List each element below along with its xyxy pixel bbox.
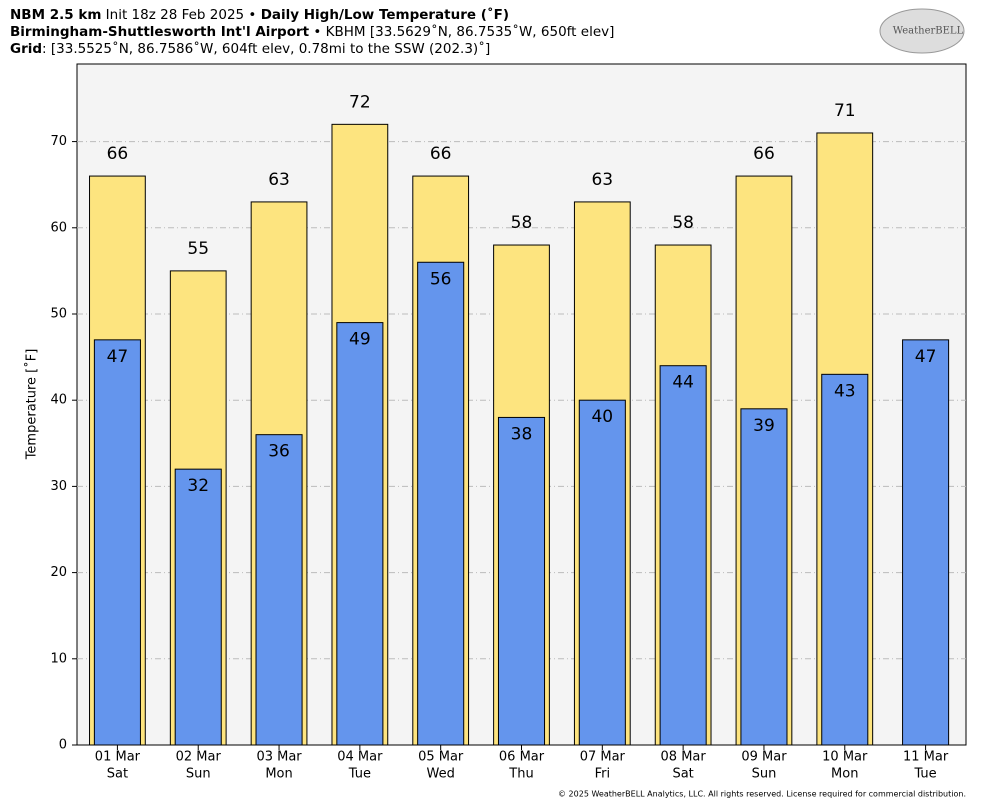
x-tick-sublabel: Mon: [831, 767, 858, 782]
x-tick-label: 07 Mar: [580, 750, 626, 765]
header-part: Init 18z 28 Feb 2025 •: [101, 7, 260, 23]
x-tick-sublabel: Wed: [427, 767, 455, 782]
header-line: Birmingham-Shuttlesworth Int'l Airport •…: [10, 23, 614, 40]
x-tick-label: 04 Mar: [337, 750, 383, 765]
bar: [497, 416, 546, 746]
value-label: 66: [107, 144, 129, 164]
x-tick-sublabel: Fri: [595, 767, 611, 782]
x-tick-label: 03 Mar: [256, 750, 302, 765]
header-line: NBM 2.5 km Init 18z 28 Feb 2025 • Daily …: [10, 6, 509, 23]
header-line: Grid: [33.5525˚N, 86.7586˚W, 604ft elev,…: [10, 40, 490, 57]
value-label: 43: [834, 381, 856, 401]
x-tick-label: 11 Mar: [903, 750, 949, 765]
value-label: 55: [187, 239, 209, 259]
x-tick-sublabel: Tue: [913, 767, 936, 782]
value-label: 38: [511, 424, 533, 444]
y-tick-label: 0: [59, 738, 67, 753]
value-label: 63: [268, 170, 290, 190]
x-tick-label: 02 Mar: [176, 750, 222, 765]
value-label: 56: [430, 269, 452, 289]
header-part: • KBHM [33.5629˚N, 86.7535˚W, 650ft elev…: [309, 23, 614, 40]
y-tick-label: 10: [50, 651, 67, 666]
x-tick-label: 06 Mar: [499, 750, 545, 765]
logo: WeatherBELL: [879, 8, 965, 54]
header-part: Daily High/Low Temperature (˚F): [261, 6, 509, 23]
value-label: 40: [591, 407, 613, 427]
logo-text: WeatherBELL: [893, 26, 964, 37]
footer: © 2025 WeatherBELL Analytics, LLC. All r…: [558, 790, 966, 799]
y-axis-label: Temperature [˚F]: [24, 349, 40, 461]
header-part: : [33.5525˚N, 86.7586˚W, 604ft elev, 0.7…: [42, 40, 490, 57]
x-tick-sublabel: Thu: [508, 767, 533, 782]
x-tick-label: 08 Mar: [661, 750, 707, 765]
bar: [578, 399, 626, 746]
value-label: 66: [430, 144, 452, 164]
x-tick-sublabel: Sun: [186, 767, 211, 782]
y-tick-label: 20: [50, 565, 67, 580]
header-part: NBM 2.5 km: [10, 7, 101, 23]
value-label: 32: [187, 476, 209, 496]
value-label: 49: [349, 330, 371, 350]
value-label: 63: [591, 170, 613, 190]
value-label: 66: [753, 144, 775, 164]
y-tick-label: 30: [50, 479, 67, 494]
header-part: Birmingham-Shuttlesworth Int'l Airport: [10, 24, 310, 40]
value-label: 58: [672, 213, 694, 233]
bar: [336, 322, 384, 746]
x-tick-sublabel: Mon: [265, 767, 292, 782]
bar: [740, 408, 788, 746]
x-tick-sublabel: Sat: [107, 767, 128, 782]
x-tick-label: 05 Mar: [418, 750, 464, 765]
value-label: 39: [753, 416, 775, 436]
x-tick-label: 09 Mar: [741, 750, 787, 765]
value-label: 71: [834, 101, 856, 121]
y-tick-label: 40: [50, 393, 67, 408]
bar: [174, 468, 222, 746]
value-label: 47: [915, 347, 937, 367]
bar: [93, 339, 141, 746]
y-tick-label: 70: [50, 134, 67, 149]
bar: [821, 373, 869, 746]
value-label: 72: [349, 92, 371, 112]
bar: [417, 261, 465, 746]
header-part: Grid: [10, 41, 42, 57]
x-tick-sublabel: Tue: [348, 767, 371, 782]
value-label: 44: [672, 373, 694, 393]
y-tick-label: 50: [50, 306, 67, 321]
value-label: 36: [268, 442, 290, 462]
value-label: 47: [107, 347, 129, 367]
bar: [255, 434, 303, 746]
x-tick-label: 01 Mar: [95, 750, 141, 765]
y-tick-label: 60: [50, 220, 67, 235]
x-tick-sublabel: Sun: [752, 767, 777, 782]
bar: [902, 339, 950, 746]
value-label: 58: [511, 213, 533, 233]
logo-shape: [879, 8, 965, 54]
x-tick-sublabel: Sat: [672, 767, 693, 782]
bar: [659, 365, 707, 746]
x-tick-label: 10 Mar: [822, 750, 868, 765]
